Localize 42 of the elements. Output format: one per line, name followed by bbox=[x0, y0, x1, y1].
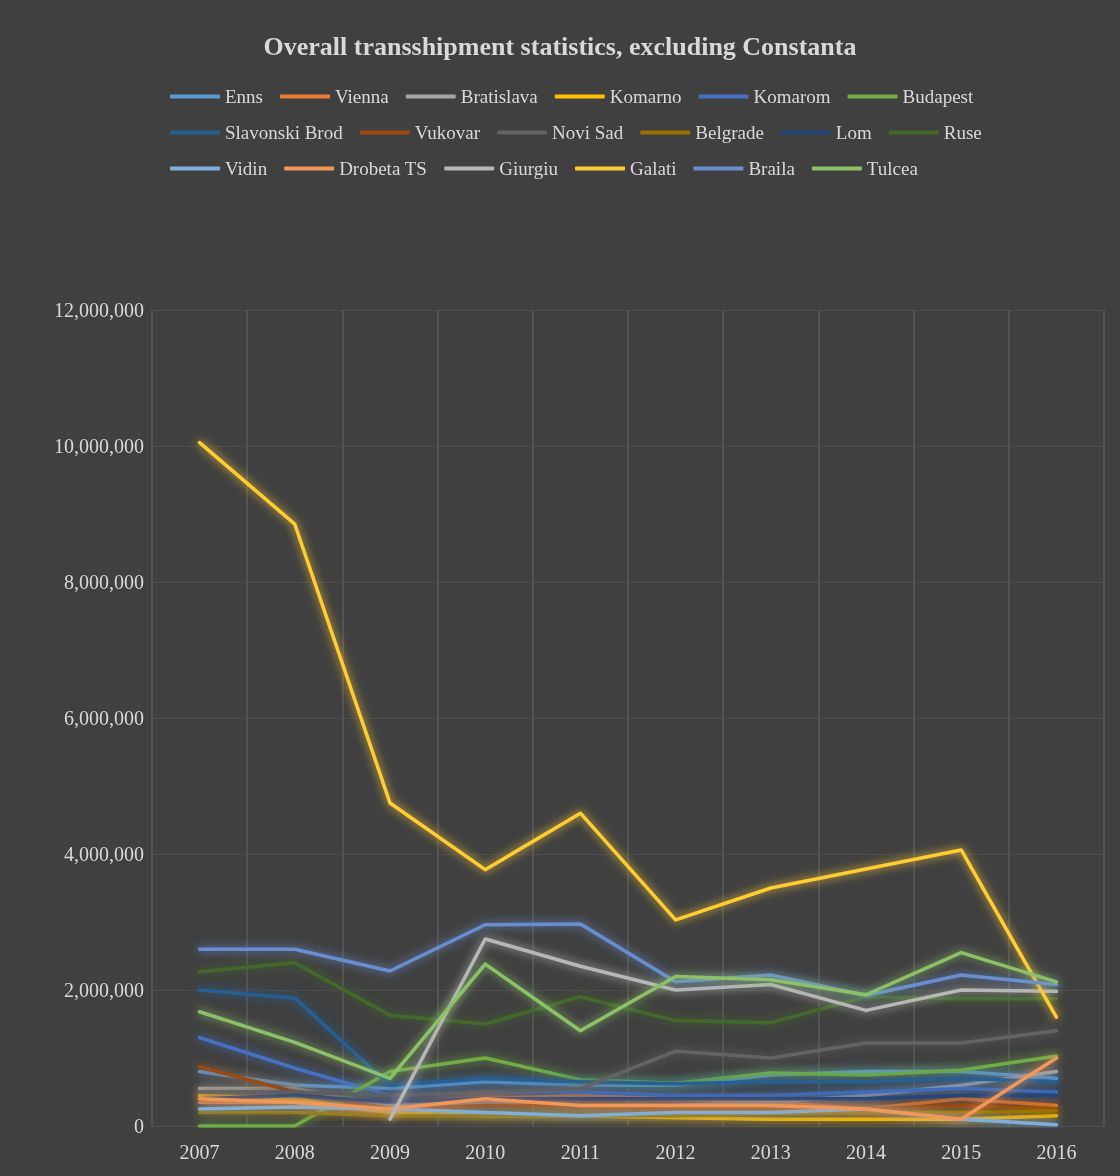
x-tick-label: 2007 bbox=[179, 1141, 220, 1163]
legend-label: Vienna bbox=[335, 86, 390, 107]
chart-title: Overall transshipment statistics, excluding Constanta bbox=[263, 31, 857, 61]
y-tick-label: 6,000,000 bbox=[64, 707, 144, 729]
line-series bbox=[197, 950, 1059, 1081]
y-tick-label: 0 bbox=[134, 1115, 144, 1137]
y-tick-label: 2,000,000 bbox=[64, 979, 144, 1001]
y-tick-label: 4,000,000 bbox=[64, 843, 144, 865]
legend-label: Ruse bbox=[943, 122, 982, 143]
y-tick-label: 10,000,000 bbox=[54, 435, 144, 457]
legend-label: Belgrade bbox=[695, 122, 764, 143]
line-series bbox=[197, 440, 1059, 1019]
x-tick-label: 2015 bbox=[941, 1141, 982, 1163]
x-tick-label: 2008 bbox=[274, 1141, 315, 1163]
x-tick-label: 2013 bbox=[750, 1141, 791, 1163]
legend-label: Vukovar bbox=[414, 122, 481, 143]
legend-label: Budapest bbox=[902, 86, 974, 107]
y-tick-label: 12,000,000 bbox=[54, 299, 144, 321]
legend-label: Komarno bbox=[609, 86, 682, 107]
legend-label: Drobeta TS bbox=[339, 158, 427, 179]
legend-label: Vidin bbox=[225, 158, 268, 179]
legend-label: Bratislava bbox=[460, 86, 539, 107]
x-tick-label: 2012 bbox=[655, 1141, 696, 1163]
legend-label: Komarom bbox=[753, 86, 831, 107]
legend-label: Novi Sad bbox=[552, 122, 624, 143]
x-tick-label: 2016 bbox=[1036, 1141, 1077, 1163]
legend-label: Slavonski Brod bbox=[225, 122, 344, 143]
x-tick-label: 2011 bbox=[560, 1141, 601, 1163]
legend-label: Galati bbox=[630, 158, 677, 179]
line-series bbox=[197, 922, 1059, 998]
legend-label: Lom bbox=[835, 122, 872, 143]
legend-label: Braila bbox=[748, 158, 796, 179]
line-series bbox=[197, 988, 1059, 1087]
legend-label: Enns bbox=[225, 86, 263, 107]
y-tick-label: 8,000,000 bbox=[64, 571, 144, 593]
x-tick-label: 2014 bbox=[846, 1141, 886, 1163]
legend-label: Tulcea bbox=[866, 158, 919, 179]
line-series bbox=[197, 961, 1059, 1026]
x-tick-label: 2009 bbox=[370, 1141, 410, 1163]
x-tick-label: 2010 bbox=[465, 1141, 506, 1163]
legend-label: Giurgiu bbox=[499, 158, 559, 179]
line-series bbox=[388, 937, 1059, 1121]
